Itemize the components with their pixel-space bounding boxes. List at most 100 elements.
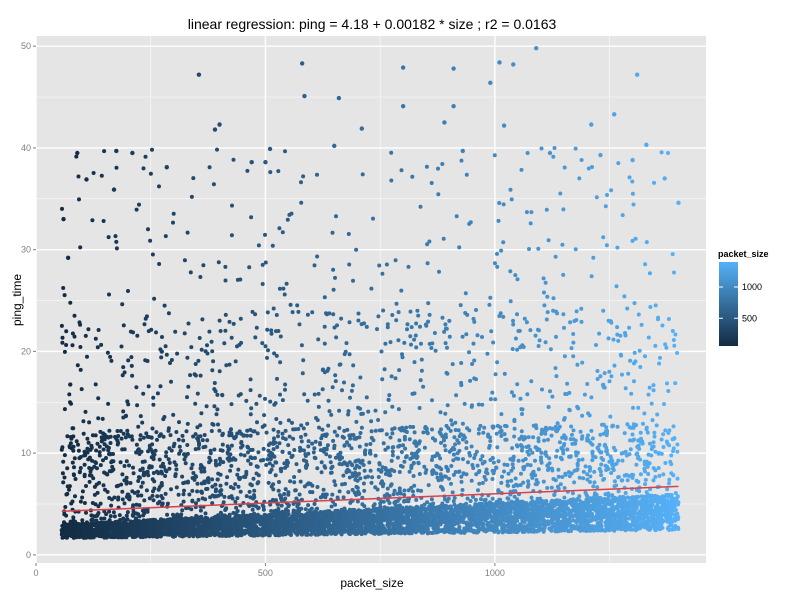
data-point xyxy=(601,309,605,313)
data-point xyxy=(586,433,590,437)
data-point xyxy=(507,472,511,476)
data-point xyxy=(180,475,184,479)
data-point xyxy=(506,480,510,484)
data-point xyxy=(622,294,626,298)
data-point xyxy=(610,528,614,532)
data-point xyxy=(413,430,417,434)
data-point xyxy=(290,455,294,459)
data-point xyxy=(141,392,145,396)
data-point xyxy=(425,242,429,246)
data-point xyxy=(216,478,220,482)
data-point xyxy=(665,381,669,385)
data-point xyxy=(323,342,327,346)
data-point xyxy=(275,313,279,317)
data-point xyxy=(160,335,164,339)
data-point xyxy=(131,466,135,470)
data-point xyxy=(615,284,619,288)
data-point xyxy=(60,324,64,328)
data-point xyxy=(314,440,318,444)
data-point xyxy=(408,470,412,474)
data-point xyxy=(640,513,644,517)
data-point xyxy=(107,235,111,239)
data-point xyxy=(193,402,197,406)
data-point xyxy=(267,443,271,447)
data-point xyxy=(320,428,324,432)
data-point xyxy=(214,489,218,493)
data-point xyxy=(517,459,521,463)
data-point xyxy=(109,435,113,439)
data-point xyxy=(402,500,406,504)
data-point xyxy=(84,484,88,488)
data-point xyxy=(499,412,503,416)
data-point xyxy=(317,405,321,409)
data-point xyxy=(624,450,628,454)
data-point xyxy=(168,461,172,465)
data-point xyxy=(391,450,395,454)
data-point xyxy=(232,158,236,162)
data-point xyxy=(109,441,113,445)
data-point xyxy=(552,477,556,481)
data-point xyxy=(116,496,120,500)
data-point xyxy=(621,213,625,217)
data-point xyxy=(328,455,332,459)
data-point xyxy=(85,355,89,359)
data-point xyxy=(83,501,87,505)
data-point xyxy=(397,368,401,372)
data-point xyxy=(419,205,423,209)
data-point xyxy=(61,336,65,340)
data-point xyxy=(136,425,140,429)
data-point xyxy=(591,484,595,488)
data-point xyxy=(480,454,484,458)
data-point xyxy=(115,246,119,250)
data-point xyxy=(284,532,288,536)
data-point xyxy=(506,496,510,500)
data-point xyxy=(587,167,591,171)
data-point xyxy=(142,166,146,170)
data-point xyxy=(189,345,193,349)
data-point xyxy=(121,365,125,369)
data-point xyxy=(138,438,142,442)
data-point xyxy=(464,440,468,444)
data-point xyxy=(306,444,310,448)
data-point xyxy=(185,429,189,433)
data-point xyxy=(599,469,603,473)
data-point xyxy=(590,443,594,447)
data-point xyxy=(295,462,299,466)
data-point xyxy=(198,423,202,427)
data-point xyxy=(540,147,544,151)
data-point xyxy=(491,341,495,345)
data-point xyxy=(303,484,307,488)
data-point xyxy=(426,320,430,324)
data-point xyxy=(249,434,253,438)
data-point xyxy=(174,467,178,471)
data-point xyxy=(465,313,469,317)
data-point xyxy=(88,480,92,484)
data-point xyxy=(408,437,412,441)
data-point xyxy=(620,452,624,456)
data-point xyxy=(356,486,360,490)
data-point xyxy=(601,458,605,462)
data-point xyxy=(296,310,300,314)
data-point xyxy=(348,320,352,324)
data-point xyxy=(64,514,68,518)
data-point xyxy=(171,413,175,417)
data-point xyxy=(255,420,259,424)
data-point xyxy=(76,363,80,367)
data-point xyxy=(338,489,342,493)
data-point xyxy=(495,265,499,269)
data-point xyxy=(370,475,374,479)
data-point xyxy=(579,430,583,434)
data-point xyxy=(159,384,163,388)
data-point xyxy=(436,167,440,171)
data-point xyxy=(448,335,452,339)
data-point xyxy=(272,436,276,440)
data-point xyxy=(169,487,173,491)
data-point xyxy=(121,409,125,413)
data-point xyxy=(320,470,324,474)
data-point xyxy=(655,423,659,427)
data-point xyxy=(416,314,420,318)
data-point xyxy=(281,398,285,402)
data-point xyxy=(630,523,634,527)
data-point xyxy=(460,480,464,484)
data-point xyxy=(141,481,145,485)
